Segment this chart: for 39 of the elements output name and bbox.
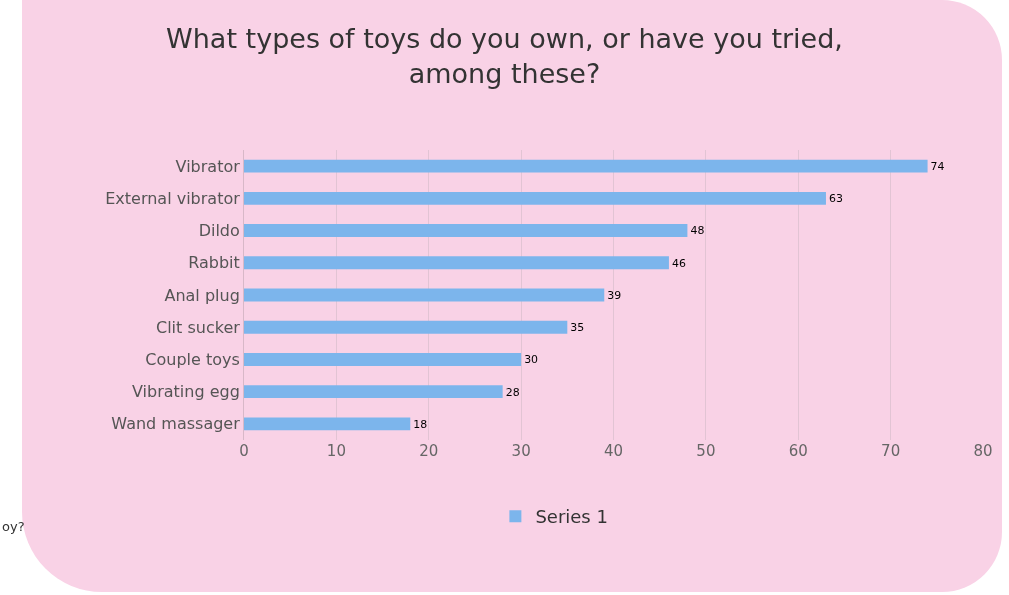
data-label: 46 [671,256,686,270]
x-tick-label: 20 [419,442,439,460]
y-tick-label: External vibrator [105,188,241,208]
y-tick-label: Vibrating egg [131,382,240,402]
bar [244,385,503,399]
x-tick-label: 80 [973,442,993,460]
y-tick-label: Clit sucker [155,317,241,337]
data-label: 74 [930,159,945,173]
data-label: 35 [570,321,585,335]
text: oy? [2,519,25,534]
y-tick-label: Couple toys [145,350,240,370]
bar [244,353,522,366]
y-tick-label: Rabbit [188,253,240,273]
x-tick-label: 10 [326,442,346,460]
data-label: 63 [828,192,843,206]
bar [244,320,568,334]
data-label: 39 [607,288,622,302]
bar [244,417,411,431]
chart-title: What types of toys do you own, or have you tried, among these? [166,22,843,89]
data-label: 48 [690,224,705,238]
y-tick-label: Vibrator [175,156,241,176]
data-label: 30 [524,353,539,367]
x-tick-label: 50 [696,442,716,460]
bar [244,256,669,270]
bar [244,288,605,302]
x-tick-label: 40 [603,442,624,460]
bar [244,191,826,205]
y-tick-label: Wand massager [111,414,241,434]
x-tick-label: 30 [511,442,531,460]
data-label: 18 [413,417,428,431]
data-label: 28 [505,385,520,399]
legend-label: Series 1 [535,506,608,528]
y-tick-label: Anal plug [164,285,240,305]
bar [244,224,688,237]
y-tick-label: Dildo [198,221,240,241]
x-tick-label: 70 [881,442,901,460]
x-tick-label: 60 [788,442,808,460]
bar [244,159,928,173]
x-tick-label: 0 [239,442,249,460]
